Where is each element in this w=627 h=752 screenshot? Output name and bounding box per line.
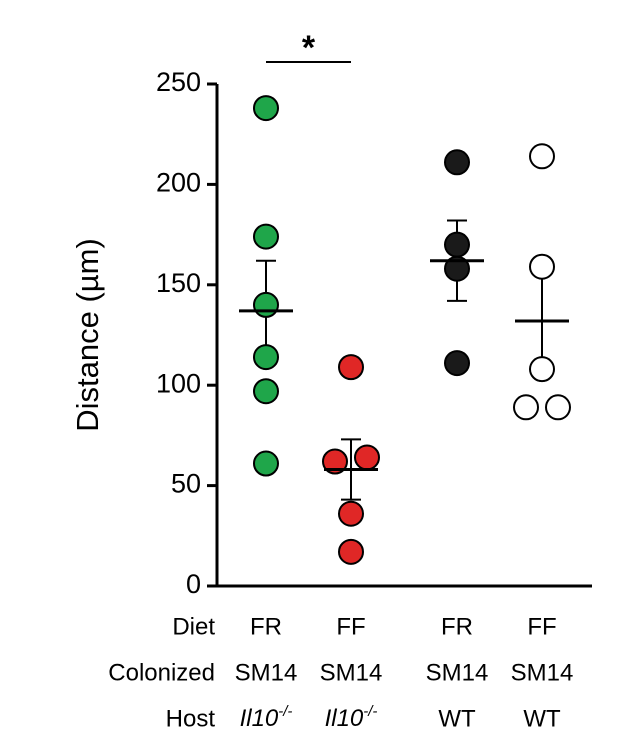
y-tick-label: 50 (171, 469, 201, 499)
group-label-superscript: -/- (278, 703, 292, 720)
data-point (354, 444, 380, 471)
data-point (253, 223, 279, 250)
row-header: Diet (172, 613, 215, 640)
data-point (253, 291, 279, 318)
group-label: WT (523, 705, 561, 732)
group-label-text: Il10 (240, 705, 279, 732)
data-point (529, 356, 555, 383)
data-point (444, 350, 470, 377)
group-label-text: Il10 (325, 705, 364, 732)
data-point (253, 344, 279, 371)
data-point (444, 231, 470, 258)
group-label: SM14 (235, 659, 298, 686)
y-tick-label: 100 (156, 368, 201, 398)
data-point (253, 378, 279, 405)
group-label: Il10-/- (240, 703, 293, 732)
data-point (529, 253, 555, 280)
data-point (529, 143, 555, 170)
y-tick-label: 250 (156, 67, 201, 97)
y-tick-label: 0 (186, 569, 201, 599)
group-label: FF (527, 613, 556, 640)
group-label: SM14 (426, 659, 489, 686)
data-point (338, 500, 364, 527)
data-point (322, 448, 348, 475)
data-point (338, 538, 364, 565)
data-point (338, 354, 364, 381)
group-label: FF (336, 613, 365, 640)
y-axis-label: Distance (µm) (70, 238, 105, 432)
group-label: SM14 (320, 659, 383, 686)
group-label-superscript: -/- (363, 703, 377, 720)
group-label: Il10-/- (325, 703, 378, 732)
data-point (444, 255, 470, 282)
group-label: SM14 (511, 659, 574, 686)
significance-label: * (302, 29, 316, 67)
data-point (253, 95, 279, 122)
group-label: WT (438, 705, 476, 732)
row-header: Colonized (108, 659, 215, 686)
row-header: Host (166, 705, 216, 732)
data-point (253, 450, 279, 477)
group-label: FR (250, 613, 282, 640)
data-point (513, 394, 539, 421)
data-point (545, 394, 571, 421)
y-tick-label: 200 (156, 168, 201, 198)
group-label: FR (441, 613, 473, 640)
data-point (444, 149, 470, 176)
y-tick-label: 150 (156, 268, 201, 298)
